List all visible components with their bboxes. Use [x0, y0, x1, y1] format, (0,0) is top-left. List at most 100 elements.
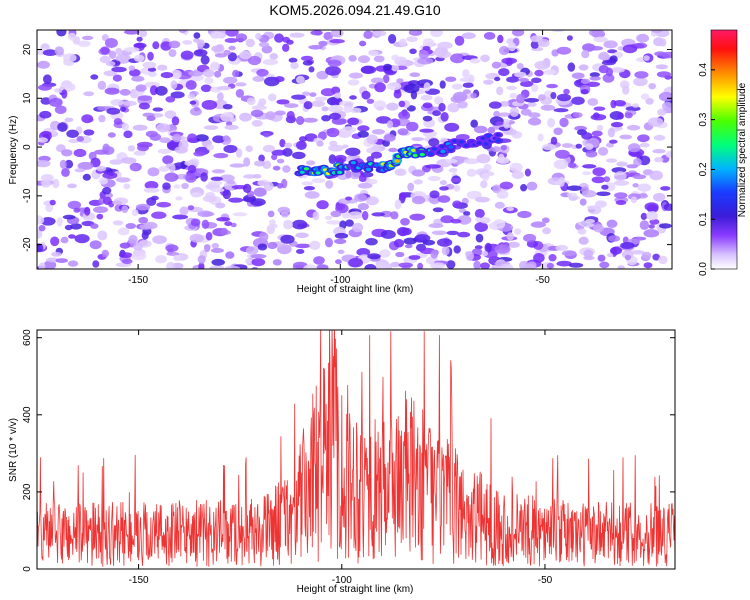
colorbar-tick-label: 0.3: [698, 112, 709, 126]
heatmap-cell: [470, 119, 479, 128]
heatmap-cell: [239, 112, 252, 122]
heatmap-cell: [345, 219, 354, 227]
heatmap-cell: [337, 249, 345, 254]
heatmap-cell: [601, 60, 616, 66]
heatmap-cell: [347, 79, 360, 86]
heatmap-cell: [103, 196, 112, 205]
heatmap-cell: [120, 106, 126, 112]
heatmap-cell: [620, 242, 635, 249]
heatmap-cell: [354, 193, 367, 202]
heatmap-cell: [398, 262, 414, 268]
heatmap-cell: [59, 82, 76, 92]
heatmap-cell: [301, 55, 313, 62]
heatmap-cell: [558, 177, 565, 187]
heatmap-cell: [329, 112, 341, 120]
heatmap-cell: [245, 246, 259, 255]
heatmap-cell: [585, 143, 594, 151]
heatmap-cell: [102, 187, 112, 195]
heatmap-cell: [223, 76, 238, 84]
heatmap-cell: [40, 217, 56, 226]
heatmap-cell: [534, 60, 551, 70]
heatmap-y-tick-label: 10: [22, 92, 33, 104]
heatmap-cell: [135, 84, 147, 92]
heatmap-cell: [358, 174, 367, 182]
heatmap-cell: [399, 192, 407, 200]
heatmap-cell: [526, 261, 537, 269]
heatmap-cell: [473, 260, 481, 269]
heatmap-cell: [294, 243, 311, 249]
heatmap-cell: [201, 211, 215, 217]
heatmap-cell: [352, 222, 364, 233]
heatmap-cell: [589, 46, 603, 51]
heatmap-cell: [559, 117, 569, 128]
heatmap-cell: [343, 105, 353, 113]
heatmap-cell: [132, 124, 148, 131]
heatmap-cell: [497, 34, 504, 44]
heatmap-cell: [235, 82, 247, 87]
heatmap-cell: [370, 77, 385, 84]
heatmap-cell: [171, 116, 180, 126]
heatmap-cell: [329, 39, 345, 44]
heatmap-cell: [647, 117, 664, 127]
heatmap-cell: [148, 71, 157, 78]
heatmap-cell: [586, 205, 599, 210]
heatmap-cell: [373, 30, 387, 37]
heatmap-cell: [512, 30, 525, 37]
heatmap-cell: [178, 30, 188, 34]
heatmap-cell: [563, 88, 570, 95]
heatmap-cell: [662, 101, 672, 111]
heatmap-cell: [457, 215, 472, 225]
heatmap-cell: [203, 69, 215, 78]
heatmap-cell: [349, 95, 357, 100]
heatmap-cell: [134, 249, 141, 257]
heatmap-cell: [42, 49, 58, 56]
heatmap-cell: [210, 61, 220, 71]
heatmap-signal-core: [431, 147, 438, 151]
heatmap-cell: [209, 265, 225, 269]
heatmap-cell: [304, 191, 320, 199]
heatmap-cell: [327, 59, 342, 67]
heatmap-cell: [201, 219, 210, 229]
heatmap-cell: [639, 142, 650, 148]
heatmap-cell: [133, 242, 143, 251]
heatmap-cell: [546, 83, 558, 89]
heatmap-cell: [235, 148, 243, 158]
heatmap-cell: [77, 40, 91, 47]
heatmap-cell: [267, 241, 278, 250]
heatmap-cell: [457, 231, 471, 238]
heatmap-cell: [419, 128, 434, 133]
heatmap-cell: [475, 233, 484, 243]
heatmap-cell: [496, 86, 504, 96]
heatmap-cell: [374, 82, 386, 93]
heatmap-cell: [83, 129, 95, 136]
heatmap-cell: [474, 208, 485, 219]
heatmap-cell: [368, 50, 379, 57]
heatmap-cell: [124, 30, 140, 35]
heatmap-cell: [39, 110, 52, 119]
heatmap-cell: [133, 42, 147, 49]
heatmap-cell: [257, 102, 265, 107]
heatmap-cell: [619, 134, 632, 140]
heatmap-cell: [571, 96, 585, 106]
heatmap-cell: [469, 58, 481, 64]
heatmap-y-axis: -20 -10 0 10 20: [22, 44, 672, 252]
heatmap-cell: [388, 34, 397, 44]
heatmap-cell: [223, 144, 238, 154]
heatmap-cell: [147, 67, 157, 72]
heatmap-y-tick-label: 20: [22, 44, 33, 56]
heatmap-cell: [225, 30, 239, 37]
heatmap-cell: [473, 125, 488, 134]
heatmap-cell: [551, 30, 565, 33]
heatmap-cell: [152, 107, 164, 112]
heatmap-cell: [256, 68, 269, 77]
heatmap-cell: [150, 195, 159, 201]
heatmap-cell: [334, 232, 349, 239]
heatmap-x-axis: -150 -100 -50: [128, 30, 550, 286]
snr-y-label: SNR (10 * v/v): [8, 418, 19, 482]
heatmap-cell: [555, 244, 568, 251]
heatmap-cell: [325, 237, 333, 248]
heatmap-cell: [547, 118, 555, 128]
heatmap-cell: [632, 183, 639, 188]
heatmap-cell: [70, 223, 82, 230]
heatmap-cell: [617, 265, 625, 269]
